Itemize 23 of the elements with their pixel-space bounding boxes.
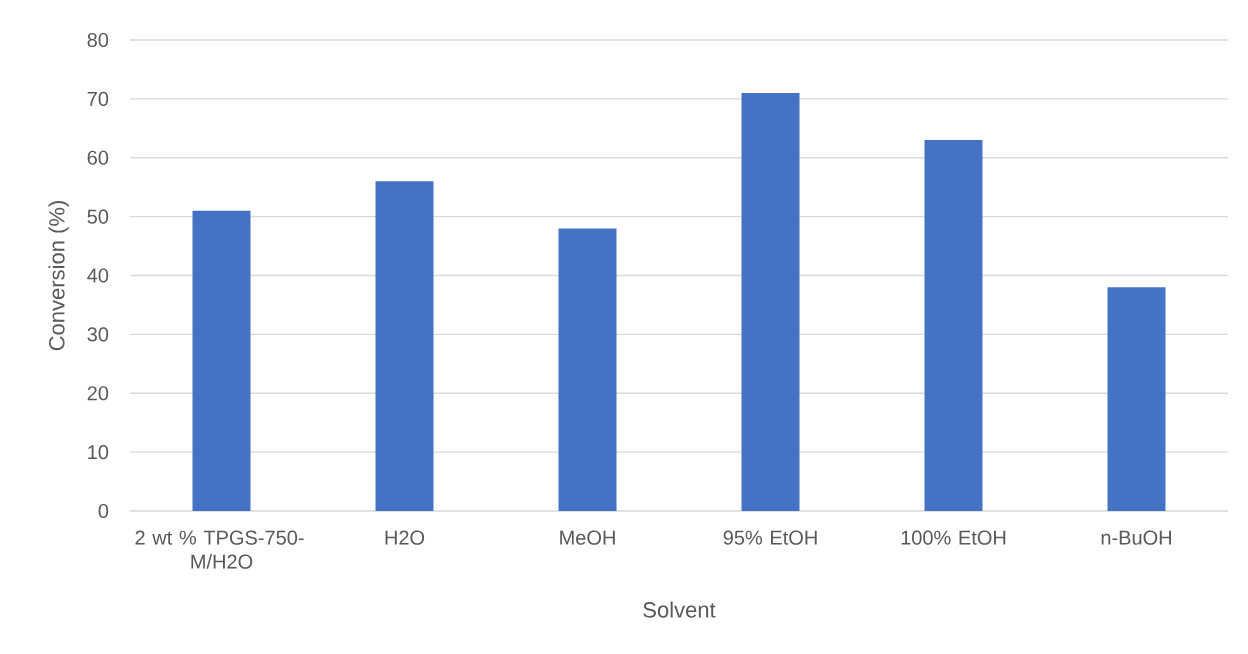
bar (741, 92, 800, 511)
y-tick-label: 70 (87, 91, 109, 106)
x-tick-label: 100% EtOH (901, 530, 1006, 545)
bar (375, 181, 434, 511)
y-tick-label: 50 (87, 209, 109, 224)
x-tick-label: 95% EtOH (723, 530, 817, 545)
y-tick-label: 40 (87, 268, 109, 283)
x-tick-label: 2 wt % TPGS-750-M/H2O (135, 530, 304, 569)
x-tick-label: H2O (385, 530, 425, 545)
bar (558, 228, 617, 511)
bar (924, 140, 983, 511)
y-tick-label: 10 (88, 445, 109, 460)
y-tick-label: 20 (87, 386, 109, 401)
bar (1107, 287, 1166, 511)
x-tick-label: MeOH (560, 530, 615, 545)
y-tick-label: 0 (98, 503, 109, 519)
y-axis-title: Conversion (%) (48, 201, 69, 351)
y-tick-label: 80 (87, 32, 109, 48)
x-axis-title: Solvent (643, 601, 716, 618)
x-tick-label: n-BuOH (1101, 530, 1172, 545)
bar (192, 210, 251, 511)
y-tick-label: 60 (87, 150, 109, 165)
y-tick-label: 30 (87, 327, 109, 342)
